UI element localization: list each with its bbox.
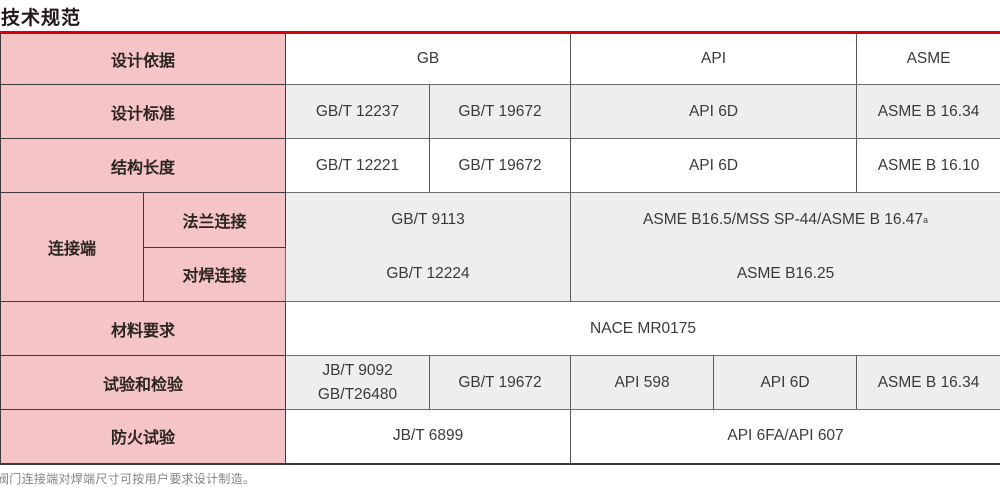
cell-structure-length-api: API 6D [571, 139, 857, 193]
table-row: 设计标准 GB/T 12237 GB/T 19672 API 6D ASME B… [1, 85, 1000, 139]
cell-material-requirement: NACE MR0175 [286, 302, 1000, 356]
cell-design-standard-api: API 6D [571, 85, 857, 139]
cell-design-standard-gb2: GB/T 19672 [430, 85, 571, 139]
row-label-design-basis: 设计依据 [1, 33, 286, 85]
cell-flange-intl-text: ASME B16.5/MSS SP-44/ASME B 16.47 [643, 211, 923, 229]
cell-test-inspection-api2: API 6D [714, 356, 857, 410]
row-label-structure-length: 结构长度 [1, 139, 286, 193]
table-row: 设计依据 GB API ASME [1, 33, 1000, 85]
table-row: 连接端 法兰连接 GB/T 9113 GB/T 12224 ASME B16.5… [1, 193, 1000, 248]
cell-test-inspection-gb1-line2: GB/T26480 [288, 383, 427, 406]
cell-test-inspection-asme: ASME B 16.34 [857, 356, 1000, 410]
cell-design-basis-gb: GB [286, 33, 571, 85]
row-label-material-requirement: 材料要求 [1, 302, 286, 356]
row-label-flange-connection: 法兰连接 [144, 193, 286, 248]
table-row: 材料要求 NACE MR0175 [1, 302, 1000, 356]
row-label-design-standard: 设计标准 [1, 85, 286, 139]
cell-butt-weld-intl: ASME B16.25 [571, 247, 1000, 301]
cell-fire-test-intl: API 6FA/API 607 [571, 410, 1000, 464]
row-label-fire-test: 防火试验 [1, 410, 286, 464]
cell-flange-gb: GB/T 9113 [286, 193, 570, 247]
cell-design-standard-asme: ASME B 16.34 [857, 85, 1000, 139]
table-row: 防火试验 JB/T 6899 API 6FA/API 607 [1, 410, 1000, 464]
cell-butt-weld-gb: GB/T 12224 [286, 247, 570, 301]
cell-fire-test-gb: JB/T 6899 [286, 410, 571, 464]
cell-structure-length-gb1: GB/T 12221 [286, 139, 430, 193]
cell-test-inspection-gb1-line1: JB/T 9092 [288, 359, 427, 382]
table-row: 结构长度 GB/T 12221 GB/T 19672 API 6D ASME B… [1, 139, 1000, 193]
row-label-test-inspection: 试验和检验 [1, 356, 286, 410]
cell-structure-length-asme: ASME B 16.10 [857, 139, 1000, 193]
cell-test-inspection-api1: API 598 [571, 356, 714, 410]
row-label-connection-end: 连接端 [1, 193, 144, 302]
cell-connection-end-gb: GB/T 9113 GB/T 12224 [286, 193, 571, 302]
cell-test-inspection-gb1: JB/T 9092 GB/T26480 [286, 356, 430, 410]
cell-design-standard-gb1: GB/T 12237 [286, 85, 430, 139]
cell-design-basis-asme: ASME [857, 33, 1000, 85]
cell-design-basis-api: API [571, 33, 857, 85]
page-title: 技术规范 [0, 0, 1000, 31]
cell-test-inspection-gb2: GB/T 19672 [430, 356, 571, 410]
table-row: 试验和检验 JB/T 9092 GB/T26480 GB/T 19672 API… [1, 356, 1000, 410]
technical-spec-table: 设计依据 GB API ASME 设计标准 GB/T 12237 GB/T 19… [0, 31, 1000, 465]
row-label-butt-weld-connection: 对焊连接 [144, 247, 286, 302]
cell-structure-length-gb2: GB/T 19672 [430, 139, 571, 193]
